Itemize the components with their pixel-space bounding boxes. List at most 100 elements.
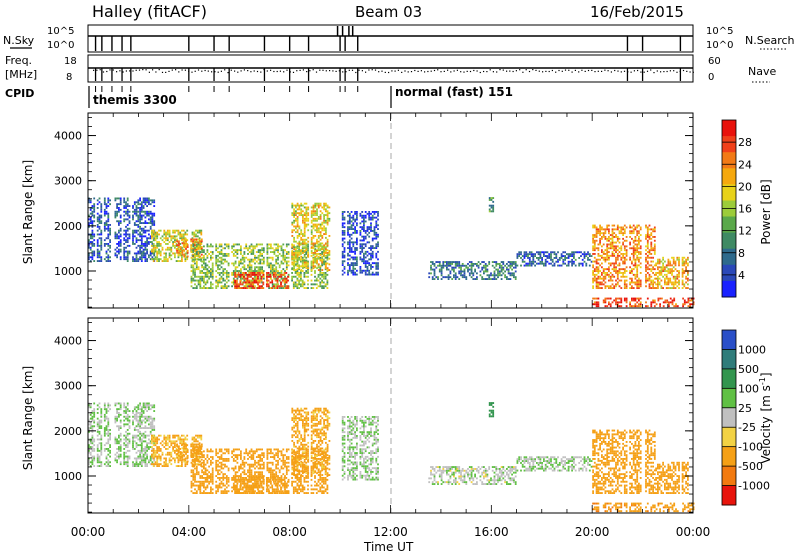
- power-cell: [135, 258, 138, 261]
- power-cell: [196, 235, 199, 238]
- power-cell: [595, 234, 598, 236]
- velocity-cell: [118, 425, 120, 428]
- power-cell: [316, 212, 318, 215]
- power-cell: [599, 241, 601, 244]
- power-cell: [168, 252, 171, 255]
- power-cell: [312, 253, 315, 256]
- power-cell: [657, 285, 659, 288]
- power-cell: [262, 287, 265, 289]
- power-cell: [597, 243, 600, 246]
- nave-dot: [679, 70, 681, 72]
- power-cell: [316, 250, 318, 252]
- power-cell: [375, 266, 378, 268]
- velocity-cell: [100, 425, 103, 428]
- power-cell: [363, 262, 365, 265]
- power-cell: [135, 208, 138, 211]
- power-cell: [689, 305, 691, 308]
- power-cell: [648, 277, 651, 280]
- power-cell: [683, 262, 686, 265]
- power-cell: [356, 249, 358, 251]
- velocity-cell: [88, 444, 90, 447]
- power-cell: [109, 260, 111, 262]
- nave-dot: [571, 71, 573, 73]
- power-cell: [370, 266, 372, 268]
- power-cell: [275, 247, 278, 250]
- power-cell: [280, 287, 283, 289]
- power-cell: [370, 218, 372, 221]
- power-cell: [118, 207, 120, 209]
- power-cell: [623, 260, 626, 263]
- power-cell: [273, 253, 276, 255]
- power-cell: [183, 255, 186, 258]
- power-cell: [303, 217, 306, 220]
- power-cell: [194, 256, 196, 259]
- power-cell: [601, 273, 603, 276]
- power-cell: [622, 243, 624, 246]
- power-cell: [613, 241, 616, 244]
- power-cell: [118, 197, 120, 200]
- power-cell: [646, 262, 649, 265]
- power-cell: [283, 281, 286, 284]
- power-cell: [375, 271, 378, 274]
- power-cell: [296, 250, 299, 252]
- power-cell: [268, 287, 270, 289]
- power-cell: [623, 270, 626, 272]
- power-cell: [312, 265, 315, 268]
- power-cell: [323, 227, 325, 230]
- power-cell: [597, 266, 600, 269]
- power-cell: [430, 266, 432, 269]
- power-cell: [609, 247, 612, 250]
- power-cell: [611, 247, 614, 250]
- power-cell: [215, 275, 218, 278]
- power-cell: [257, 258, 260, 261]
- power-cell: [625, 283, 628, 286]
- power-cell: [616, 253, 619, 255]
- power-cell: [634, 303, 637, 306]
- power-cell: [343, 250, 346, 253]
- power-cell: [532, 258, 535, 261]
- power-cell: [658, 258, 661, 261]
- power-cell: [153, 214, 156, 217]
- power-cell: [293, 208, 295, 211]
- power-cell: [250, 264, 253, 267]
- power-cell: [156, 235, 159, 238]
- power-cell: [343, 266, 346, 268]
- velocity-cell: [91, 430, 94, 433]
- power-cell: [291, 244, 294, 247]
- velocity-cell: [132, 412, 134, 414]
- power-cell: [282, 254, 285, 257]
- power-cell: [298, 245, 300, 248]
- power-cell: [356, 216, 358, 219]
- power-cell: [116, 207, 118, 209]
- power-cell: [132, 243, 134, 245]
- power-cell: [282, 249, 285, 252]
- power-cell: [91, 225, 94, 228]
- velocity-cell: [89, 417, 92, 420]
- power-cell: [210, 268, 212, 271]
- power-cell: [316, 217, 318, 220]
- power-cell: [305, 267, 308, 270]
- power-cell: [377, 267, 379, 270]
- power-cell: [234, 268, 237, 271]
- power-cell: [646, 228, 649, 231]
- power-cell: [109, 203, 111, 206]
- power-cell: [546, 251, 549, 254]
- power-cell: [428, 276, 431, 279]
- velocity-cell: [107, 463, 110, 466]
- power-cell: [606, 249, 609, 252]
- power-cell: [156, 243, 159, 245]
- power-cell: [361, 216, 364, 219]
- power-cell: [294, 270, 297, 272]
- velocity-cell: [135, 429, 138, 431]
- power-cell: [550, 251, 552, 254]
- power-cell: [375, 224, 378, 227]
- power-cell: [595, 228, 598, 231]
- velocity-cell: [93, 465, 96, 467]
- power-cell: [325, 221, 327, 224]
- power-cell: [321, 223, 324, 226]
- power-cell: [326, 242, 329, 245]
- power-cell: [456, 263, 459, 265]
- power-cell: [118, 235, 120, 238]
- power-cell: [606, 224, 609, 227]
- power-cell: [371, 211, 374, 213]
